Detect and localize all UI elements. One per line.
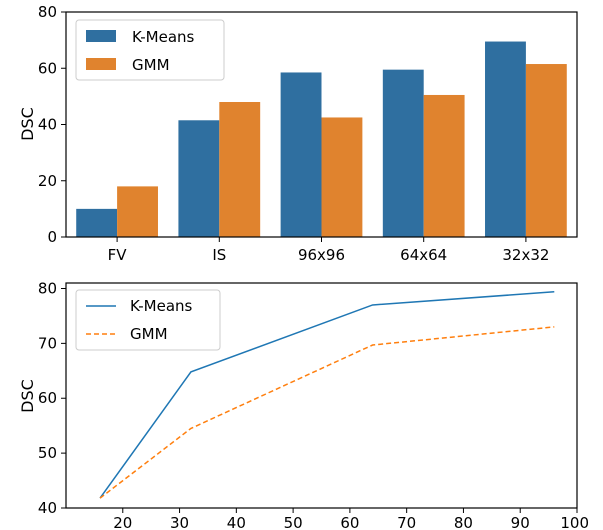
bar-legend-swatch-gmm (86, 58, 116, 70)
line-y-tick-label: 40 (38, 499, 57, 517)
line-legend-box (75, 289, 221, 351)
bar-legend-label-gmm: GMM (132, 56, 170, 74)
line-x-tick-label: 100 (560, 514, 589, 530)
line-plot-area (99, 291, 555, 499)
line-series-k-means (99, 291, 555, 499)
bar-x-tick-label: 32x32 (502, 246, 549, 264)
line-x-tick-label: 40 (227, 514, 246, 530)
line-legend: K-Means GMM (75, 289, 221, 351)
line-y-tick-label: 70 (38, 334, 57, 352)
line-legend-label-gmm: GMM (130, 325, 168, 343)
bar-x-tick-label: 64x64 (400, 246, 447, 264)
bar-gmm-4 (525, 64, 567, 237)
line-x-tick-label: 20 (113, 514, 132, 530)
bar-k-means-0 (76, 208, 118, 237)
bar-k-means-3 (382, 69, 424, 237)
bar-gmm-0 (117, 186, 158, 237)
bar-gmm-1 (219, 102, 261, 237)
bar-y-axis-label: DSC (18, 107, 37, 141)
bar-k-means-4 (485, 41, 526, 237)
bar-y-ticks: 0 20 40 60 80 (38, 3, 66, 246)
line-series-gmm (99, 326, 555, 499)
line-y-axis-label: DSC (18, 379, 37, 413)
line-x-tick-label: 50 (284, 514, 303, 530)
bar-x-tick-label: FV (108, 246, 128, 264)
line-x-tick-label: 60 (340, 514, 359, 530)
line-x-tick-label: 70 (397, 514, 416, 530)
line-x-ticks: 20 30 40 50 60 70 80 90 100 (113, 508, 589, 530)
bar-y-tick-label: 20 (38, 172, 57, 190)
bar-y-tick-label: 40 (38, 116, 57, 134)
bar-k-means-2 (280, 72, 322, 237)
line-legend-label-kmeans: K-Means (130, 297, 193, 315)
bar-gmm-3 (423, 94, 465, 237)
bar-k-means-1 (178, 120, 220, 237)
bar-x-ticks: FV IS 96x96 64x64 32x32 (108, 237, 549, 264)
bar-legend-swatch-kmeans (86, 30, 116, 42)
line-y-tick-label: 80 (38, 279, 57, 297)
bar-y-tick-label: 60 (38, 59, 57, 77)
line-plot-frame (65, 282, 578, 509)
line-y-tick-label: 50 (38, 444, 57, 462)
line-chart: 40 50 60 70 80 20 30 40 50 60 70 80 90 100 DSC K-Mea… (18, 279, 589, 530)
bar-y-tick-label: 80 (38, 3, 57, 21)
line-x-tick-label: 90 (511, 514, 530, 530)
bar-y-tick-label: 0 (47, 228, 57, 246)
line-x-tick-label: 30 (170, 514, 189, 530)
bar-gmm-2 (321, 117, 363, 237)
bar-plot-area (76, 41, 567, 237)
bar-legend: K-Means GMM (75, 19, 225, 81)
line-y-ticks: 40 50 60 70 80 (38, 279, 66, 517)
bar-legend-label-kmeans: K-Means (132, 28, 195, 46)
line-y-tick-label: 60 (38, 389, 57, 407)
bar-x-tick-label: IS (212, 246, 226, 264)
line-x-tick-label: 80 (454, 514, 473, 530)
bar-x-tick-label: 96x96 (298, 246, 345, 264)
bar-chart: 0 20 40 60 80 FV IS 96x96 64x64 32x32 DSC K-Mean… (18, 3, 578, 264)
